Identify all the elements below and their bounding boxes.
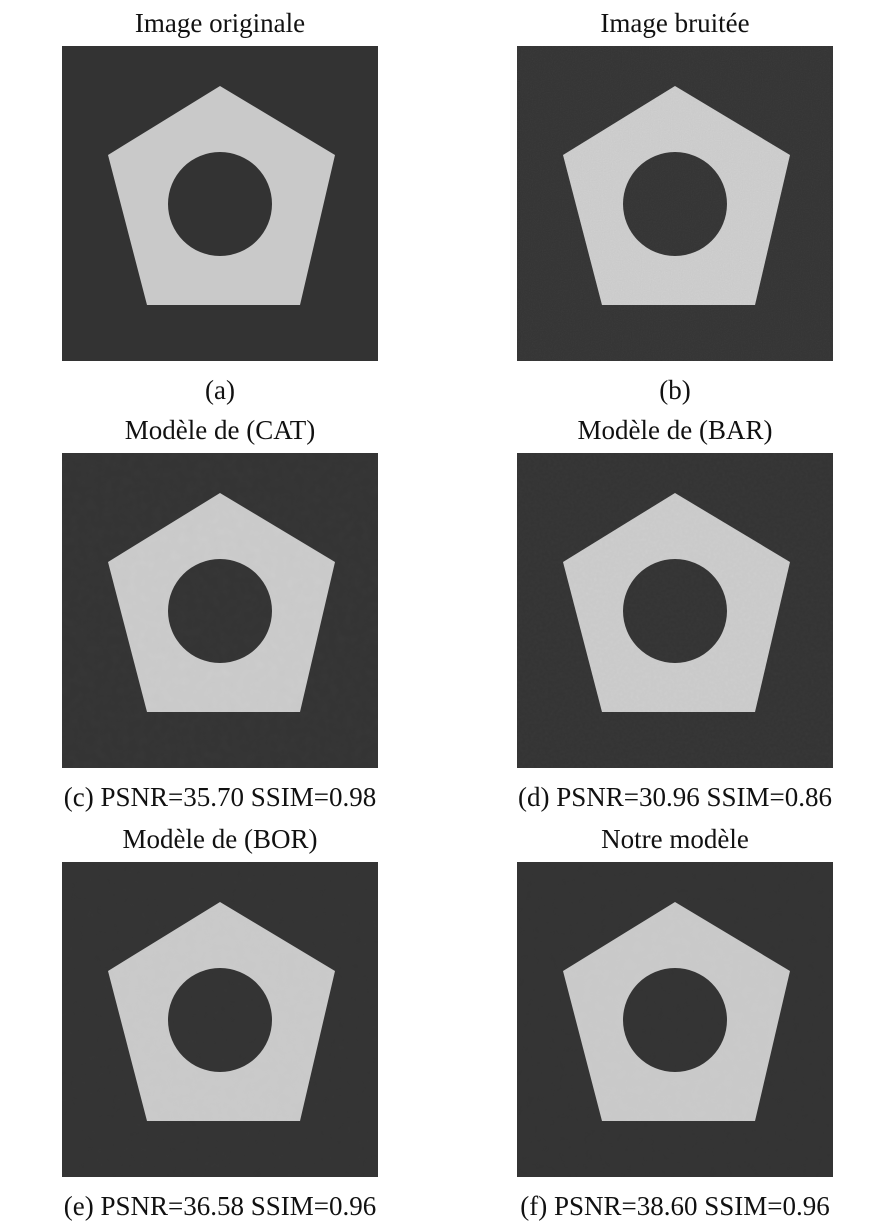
image-noise	[62, 862, 378, 1177]
image-noise	[62, 453, 378, 768]
figure: Image originale (a) Image bruitée (b) Modèle…	[0, 0, 894, 1232]
panel-title: Image bruitée	[600, 8, 749, 38]
panel-title: Modèle de (CAT)	[125, 415, 315, 445]
panel-caption: (c) PSNR=35.70 SSIM=0.98	[64, 782, 377, 812]
panel-image	[517, 453, 833, 768]
image-content	[62, 46, 378, 361]
panel-caption: (d) PSNR=30.96 SSIM=0.86	[518, 782, 832, 812]
panel-image	[62, 862, 378, 1177]
panel-title: Image originale	[135, 8, 305, 38]
panel-image	[517, 862, 833, 1177]
image-noise	[517, 46, 833, 361]
image-noise	[517, 862, 833, 1177]
image-noise	[517, 453, 833, 768]
panel-caption: (a)	[205, 375, 235, 405]
panel-caption: (b)	[659, 375, 690, 405]
panel-image	[62, 453, 378, 768]
panel-title: Notre modèle	[601, 824, 749, 854]
panel-title: Modèle de (BAR)	[578, 415, 773, 445]
panel-image	[62, 46, 378, 361]
panel-caption: (e) PSNR=36.58 SSIM=0.96	[64, 1191, 377, 1221]
panel-title: Modèle de (BOR)	[123, 824, 318, 854]
panel-caption: (f) PSNR=38.60 SSIM=0.96	[520, 1191, 830, 1221]
panel-image	[517, 46, 833, 361]
